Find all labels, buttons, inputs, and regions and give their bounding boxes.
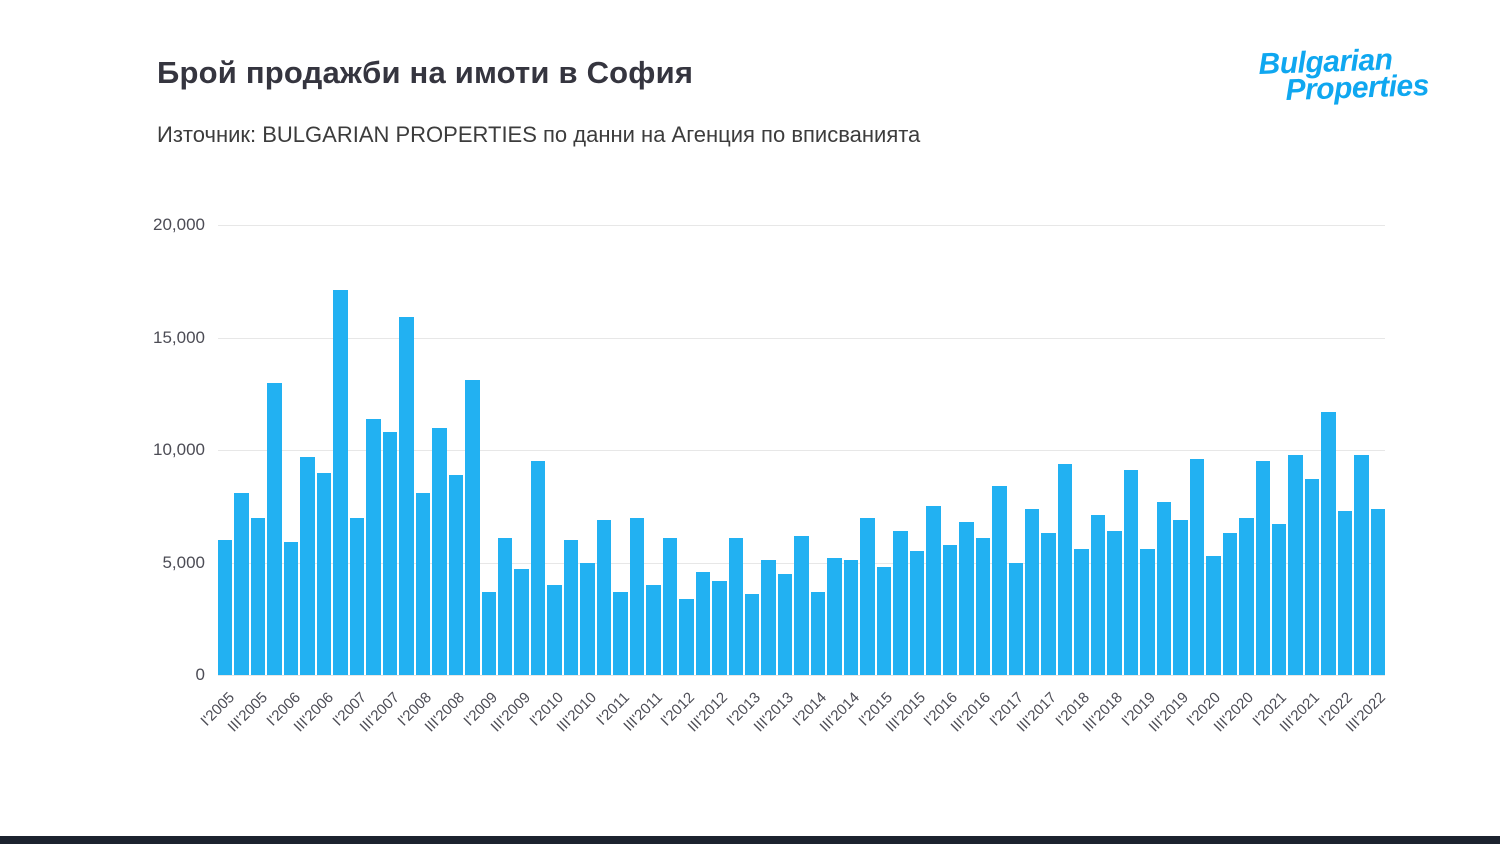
footer-accent-bar <box>0 836 1500 844</box>
bar <box>975 537 991 675</box>
bar <box>1140 549 1155 675</box>
bar <box>942 544 958 675</box>
logo-line2: Properties <box>1284 69 1429 108</box>
bar <box>580 562 595 675</box>
bar <box>1024 508 1040 675</box>
bar <box>530 461 546 675</box>
bar <box>563 540 579 675</box>
bar <box>893 531 908 675</box>
gridline <box>218 675 1385 676</box>
bar <box>218 540 233 675</box>
bar <box>1123 470 1139 675</box>
x-axis-labels: I'2005 III'2005 I'2006 III'2006 I'2007 III'20… <box>198 681 1389 771</box>
bar <box>695 571 711 675</box>
bar <box>1255 461 1270 675</box>
y-tick-label: 15,000 <box>153 327 205 347</box>
bar <box>1370 508 1386 675</box>
bar <box>959 522 974 675</box>
bar <box>465 380 480 675</box>
bar <box>1041 533 1056 675</box>
bar <box>1156 501 1172 675</box>
bar <box>1304 479 1320 675</box>
bar <box>909 551 925 675</box>
bar <box>1090 515 1106 675</box>
bar <box>333 290 348 675</box>
y-tick-label: 5,000 <box>162 552 205 572</box>
bar <box>926 506 941 675</box>
bar <box>366 418 381 675</box>
bar <box>613 591 628 675</box>
bar <box>992 486 1007 675</box>
bar <box>1206 555 1221 675</box>
bar <box>283 542 299 675</box>
bar <box>1173 519 1188 675</box>
bar <box>1354 454 1369 675</box>
bar <box>349 517 365 675</box>
bar <box>1057 463 1073 675</box>
bulgarian-properties-logo: Bulgarian Properties <box>1258 43 1429 108</box>
bar <box>1107 531 1122 675</box>
bar <box>547 585 562 675</box>
bar <box>777 573 793 675</box>
bar <box>267 382 282 675</box>
bar <box>415 492 431 675</box>
bar <box>514 569 529 675</box>
chart-plot-area <box>218 225 1386 676</box>
bar <box>1222 533 1238 675</box>
y-axis-labels: 0 5,000 10,000 15,000 20,000 <box>0 215 205 684</box>
bar <box>827 558 842 675</box>
bar <box>250 517 266 675</box>
bar <box>481 591 496 675</box>
bar <box>745 594 760 675</box>
bar <box>794 535 809 675</box>
gridline <box>218 337 1385 339</box>
bar <box>1189 459 1205 675</box>
y-tick-label: 20,000 <box>153 215 205 234</box>
bar <box>629 517 645 675</box>
bar <box>810 591 826 675</box>
bar <box>860 517 875 675</box>
bar <box>1008 562 1023 675</box>
bar <box>876 567 892 675</box>
y-tick-label: 10,000 <box>153 440 205 459</box>
bar <box>843 560 859 675</box>
bar <box>432 427 447 675</box>
gridline <box>218 225 1385 226</box>
bar <box>316 472 332 675</box>
bar <box>761 560 776 675</box>
bar <box>234 492 249 675</box>
bar <box>300 456 315 675</box>
bar <box>728 537 743 675</box>
page-title: Брой продажби на имоти в София <box>157 55 694 90</box>
bar <box>382 432 398 675</box>
bar <box>1321 411 1336 675</box>
bar <box>712 580 727 675</box>
gridline <box>218 450 1385 451</box>
source-subtitle: Източник: BULGARIAN PROPERTIES по данни … <box>157 122 921 147</box>
y-tick-label: 0 <box>195 665 205 684</box>
bar <box>1239 517 1254 675</box>
bar <box>596 519 612 675</box>
bar <box>448 474 464 675</box>
bar <box>1272 524 1287 675</box>
bar <box>1074 549 1089 675</box>
bar <box>662 537 678 675</box>
bar <box>679 598 694 675</box>
bar <box>1337 510 1353 675</box>
bar <box>1288 454 1303 675</box>
bars <box>218 225 1386 675</box>
bar <box>646 585 661 675</box>
bar <box>497 537 513 675</box>
bar <box>399 317 414 675</box>
